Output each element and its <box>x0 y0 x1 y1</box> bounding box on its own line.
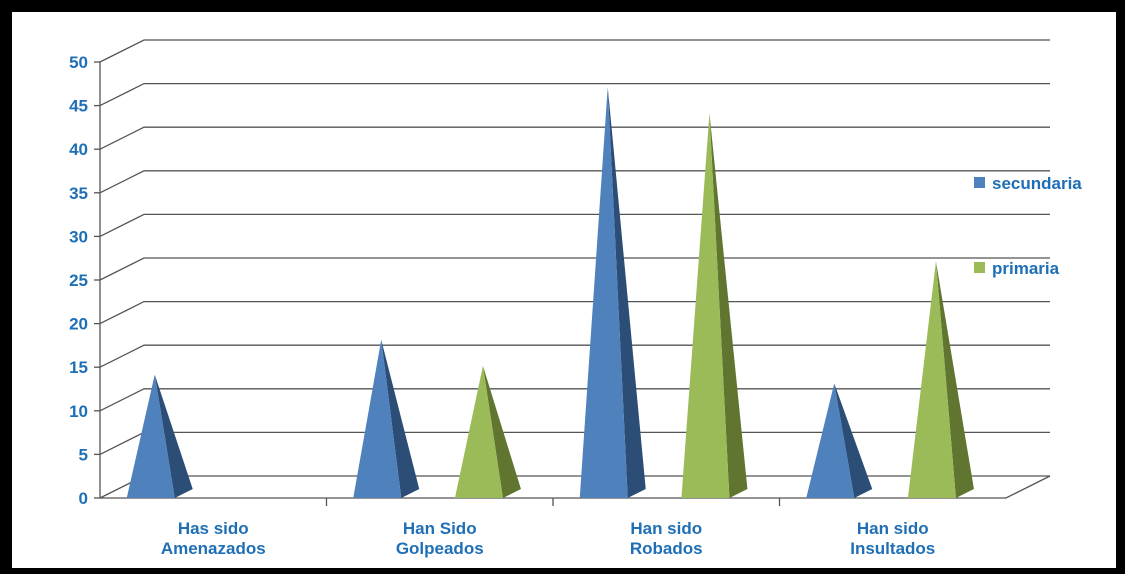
y-tick-label: 20 <box>69 315 88 334</box>
pyramid-secundaria-0 <box>126 374 193 498</box>
pyramid-side-face <box>709 113 748 498</box>
pyramid-front-face <box>681 113 730 498</box>
y-tick-label: 10 <box>69 402 88 421</box>
gridline <box>99 170 1050 194</box>
gridline <box>99 300 1050 325</box>
pyramid-front-face <box>806 383 855 498</box>
pyramid-side-face <box>834 383 873 498</box>
y-tick-label: 50 <box>69 53 88 72</box>
pyramid-side-face <box>154 374 193 498</box>
gridline <box>99 344 1050 368</box>
x-category-label-line: Golpeados <box>396 539 484 558</box>
gridline <box>99 213 1050 237</box>
pyramid-primaria-2 <box>681 113 748 498</box>
x-category-label-line: Robados <box>630 539 703 558</box>
gridline <box>99 388 1050 412</box>
x-category-label-line: Has sido <box>178 519 249 538</box>
pyramid-side-face <box>935 261 974 498</box>
x-category-label: Han sido Insultados <box>850 519 935 558</box>
gridline <box>99 475 1050 499</box>
pyramid-secundaria-3 <box>806 383 873 498</box>
x-category-label-line: Han sido <box>857 519 929 538</box>
pyramid-side-face <box>482 365 521 498</box>
gridline <box>99 257 1050 281</box>
pyramid-front-face <box>126 374 175 498</box>
y-tick-label: 35 <box>69 184 88 203</box>
legend-swatch-primaria <box>974 262 985 273</box>
pyramid-secundaria-2 <box>579 86 646 498</box>
pyramid-front-face <box>907 261 956 498</box>
pyramid-side-face <box>381 339 420 498</box>
chart-frame: 0 5 10 15 20 25 30 35 40 45 50 Has sido Amenazados Ha… <box>12 12 1116 568</box>
y-tick-label: 30 <box>69 227 88 246</box>
pyramid-secundaria-1 <box>353 339 420 498</box>
x-category-label-line: Han Sido <box>403 519 477 538</box>
pyramid-side-face <box>607 86 646 498</box>
legend-swatch-secundaria <box>974 177 985 188</box>
y-tick-label: 40 <box>69 140 88 159</box>
y-tick-label: 0 <box>79 489 88 508</box>
x-category-label-line: Han sido <box>630 519 702 538</box>
y-tick-label: 25 <box>69 271 88 290</box>
pyramid-front-face <box>579 86 628 498</box>
x-category-label: Has sido Amenazados <box>161 519 266 558</box>
grid-layer <box>99 39 1050 499</box>
gridline <box>99 82 1050 107</box>
y-tick-label: 15 <box>69 358 88 377</box>
floor-edge <box>100 475 1051 499</box>
gridline <box>99 39 1050 63</box>
x-category-label-line: Insultados <box>850 539 935 558</box>
x-category-label: Han Sido Golpeados <box>396 519 484 558</box>
pyramid-primaria-1 <box>454 365 521 498</box>
legend-layer: secundaria primaria <box>974 174 1082 278</box>
bars-layer <box>126 86 974 498</box>
legend-label-secundaria: secundaria <box>992 174 1082 193</box>
pyramid-primaria-3 <box>907 261 974 498</box>
gridline <box>99 126 1050 150</box>
pyramid-front-face <box>454 365 503 498</box>
gridline <box>99 431 1050 455</box>
y-tick-label: 5 <box>79 445 88 464</box>
legend-label-primaria: primaria <box>992 259 1060 278</box>
pyramid-front-face <box>353 339 402 498</box>
y-tick-label: 45 <box>69 97 88 116</box>
x-category-label: Han sido Robados <box>630 519 703 558</box>
axis-layer <box>94 61 1051 506</box>
x-category-label-line: Amenazados <box>161 539 266 558</box>
